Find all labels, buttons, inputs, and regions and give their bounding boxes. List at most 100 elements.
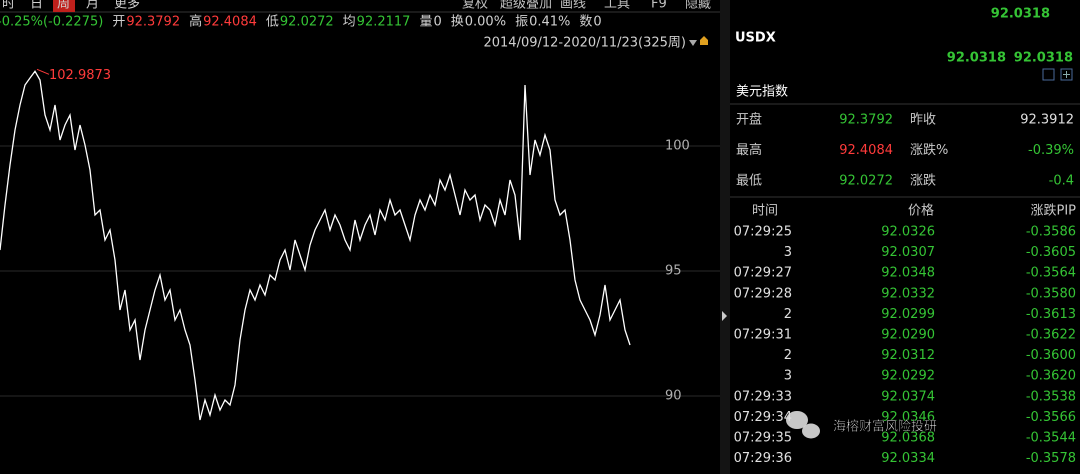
tick-cell: -0.3578	[1026, 451, 1076, 466]
y-tick-label: 100	[665, 139, 690, 154]
tick-cell: 07:29:34	[734, 410, 792, 425]
toolbar-button[interactable]: 复权	[462, 0, 488, 12]
quote-value: 92.4084	[203, 15, 257, 30]
quote-label: 换	[451, 15, 464, 30]
last-price: 92.0318	[991, 7, 1050, 22]
quote-cell: 92.3912	[1020, 113, 1074, 128]
tick-cell: -0.3544	[1026, 431, 1076, 446]
tick-cell: 07:29:25	[734, 225, 792, 240]
quote-cell: 92.0272	[839, 174, 893, 189]
wechat-icon	[786, 411, 808, 429]
quote-cell: 涨跌%	[910, 142, 948, 158]
active-tab	[53, 0, 75, 12]
tick-cell: 07:29:35	[734, 431, 792, 446]
toolbar-tab[interactable]: 更多	[114, 0, 140, 12]
tick-cell: -0.3600	[1026, 348, 1076, 363]
tick-cell: -0.3605	[1026, 245, 1076, 260]
y-tick-label: 95	[665, 264, 682, 279]
tick-cell: 92.0348	[881, 266, 935, 281]
tick-cell: 07:29:28	[734, 286, 792, 301]
quote-label: 高	[189, 14, 202, 30]
collapse-arrow[interactable]	[722, 311, 727, 321]
toolbar-button[interactable]: 画线	[560, 0, 586, 12]
tick-cell: 07:29:27	[734, 266, 792, 281]
symbol: USDX	[735, 31, 776, 46]
bid-price: 92.0318	[947, 51, 1006, 66]
quote-label: 开	[112, 15, 125, 30]
annotation-arrow	[36, 68, 50, 75]
ticks-header: 涨跌PIP	[1030, 203, 1076, 219]
tick-cell: 92.0307	[881, 245, 935, 260]
toolbar-button[interactable]: F9	[651, 0, 667, 12]
tick-cell: 92.0299	[881, 307, 935, 322]
quote-value: 92.3792	[126, 15, 180, 30]
tick-cell: 92.0312	[881, 348, 935, 363]
quote-cell: 92.3792	[839, 113, 893, 128]
tick-cell: 2	[784, 307, 792, 322]
quote-cell: 最低	[736, 174, 762, 189]
quote-cell: -0.4	[1049, 174, 1074, 189]
instrument-name: 美元指数	[736, 85, 788, 100]
price-line	[0, 70, 631, 421]
tick-cell: -0.3586	[1026, 225, 1076, 240]
quote-label: 数	[579, 15, 592, 30]
splitter[interactable]	[720, 0, 730, 474]
ticks-header: 价格	[908, 203, 934, 219]
quote-cell: -0.39%	[1028, 143, 1074, 158]
tick-cell: 92.0346	[881, 410, 935, 425]
quote-value: 0.41%	[529, 15, 570, 30]
quote-cell: 涨跌	[910, 173, 936, 189]
quote-value: 92.0272	[280, 15, 334, 30]
tick-cell: -0.3566	[1026, 410, 1076, 425]
tick-cell: 07:29:33	[734, 389, 792, 404]
tick-cell: 3	[784, 369, 792, 384]
dropdown-arrow[interactable]	[689, 40, 697, 46]
quote-value: 0	[433, 15, 441, 30]
max-label: 102.9873	[49, 68, 111, 83]
quote-value: 0	[593, 15, 601, 30]
tick-cell: 2	[784, 348, 792, 363]
quote-cell: 开盘	[736, 112, 762, 128]
icon-button[interactable]	[1042, 68, 1055, 81]
tick-cell: 92.0368	[881, 431, 935, 446]
quote-value: 0.00%	[465, 15, 506, 30]
quote-value: 92.2117	[357, 15, 411, 30]
tick-cell: -0.3613	[1026, 307, 1076, 322]
icon-button[interactable]	[1060, 68, 1073, 81]
quote-cell: 92.4084	[839, 143, 893, 158]
toolbar-tab[interactable]: 日	[30, 0, 43, 12]
toolbar-tab[interactable]: 周	[57, 0, 70, 12]
toolbar-tab[interactable]: 月	[86, 0, 99, 12]
ticks-header: 时间	[752, 204, 778, 219]
toolbar-button[interactable]: 工具	[604, 0, 630, 12]
quote-label: 量	[419, 15, 432, 30]
quote-value: -0.25%(-0.2275)	[0, 15, 103, 30]
quote-label: 低	[266, 15, 279, 30]
tick-cell: 92.0332	[881, 286, 935, 301]
tick-cell: -0.3538	[1026, 389, 1076, 404]
tick-cell: 92.0334	[881, 451, 935, 466]
y-tick-label: 90	[665, 389, 682, 404]
toolbar-button[interactable]: 超级叠加	[500, 0, 552, 12]
tick-cell: -0.3580	[1026, 286, 1076, 301]
tick-cell: 92.0326	[881, 225, 935, 240]
tick-cell: -0.3564	[1026, 266, 1076, 281]
ask-price: 92.0318	[1014, 51, 1073, 66]
toolbar-button[interactable]: 隐藏	[685, 0, 711, 12]
tick-cell: 92.0290	[881, 328, 935, 343]
tick-cell: -0.3622	[1026, 328, 1076, 343]
tick-cell: 07:29:36	[734, 451, 792, 466]
toolbar-tab[interactable]: 时	[2, 0, 15, 12]
wechat-icon	[802, 423, 820, 439]
quote-cell: 昨收	[910, 113, 936, 128]
watermark: 海榕财富风险投研	[833, 419, 937, 435]
tick-cell: 92.0374	[881, 389, 935, 404]
tick-cell: -0.3620	[1026, 369, 1076, 384]
tick-cell: 07:29:31	[734, 328, 792, 343]
quote-label: 振	[515, 15, 528, 30]
quote-label: 均	[343, 15, 356, 30]
lock-icon[interactable]	[700, 36, 708, 45]
date-range: 2014/09/12-2020/11/23(325周)	[483, 36, 686, 51]
